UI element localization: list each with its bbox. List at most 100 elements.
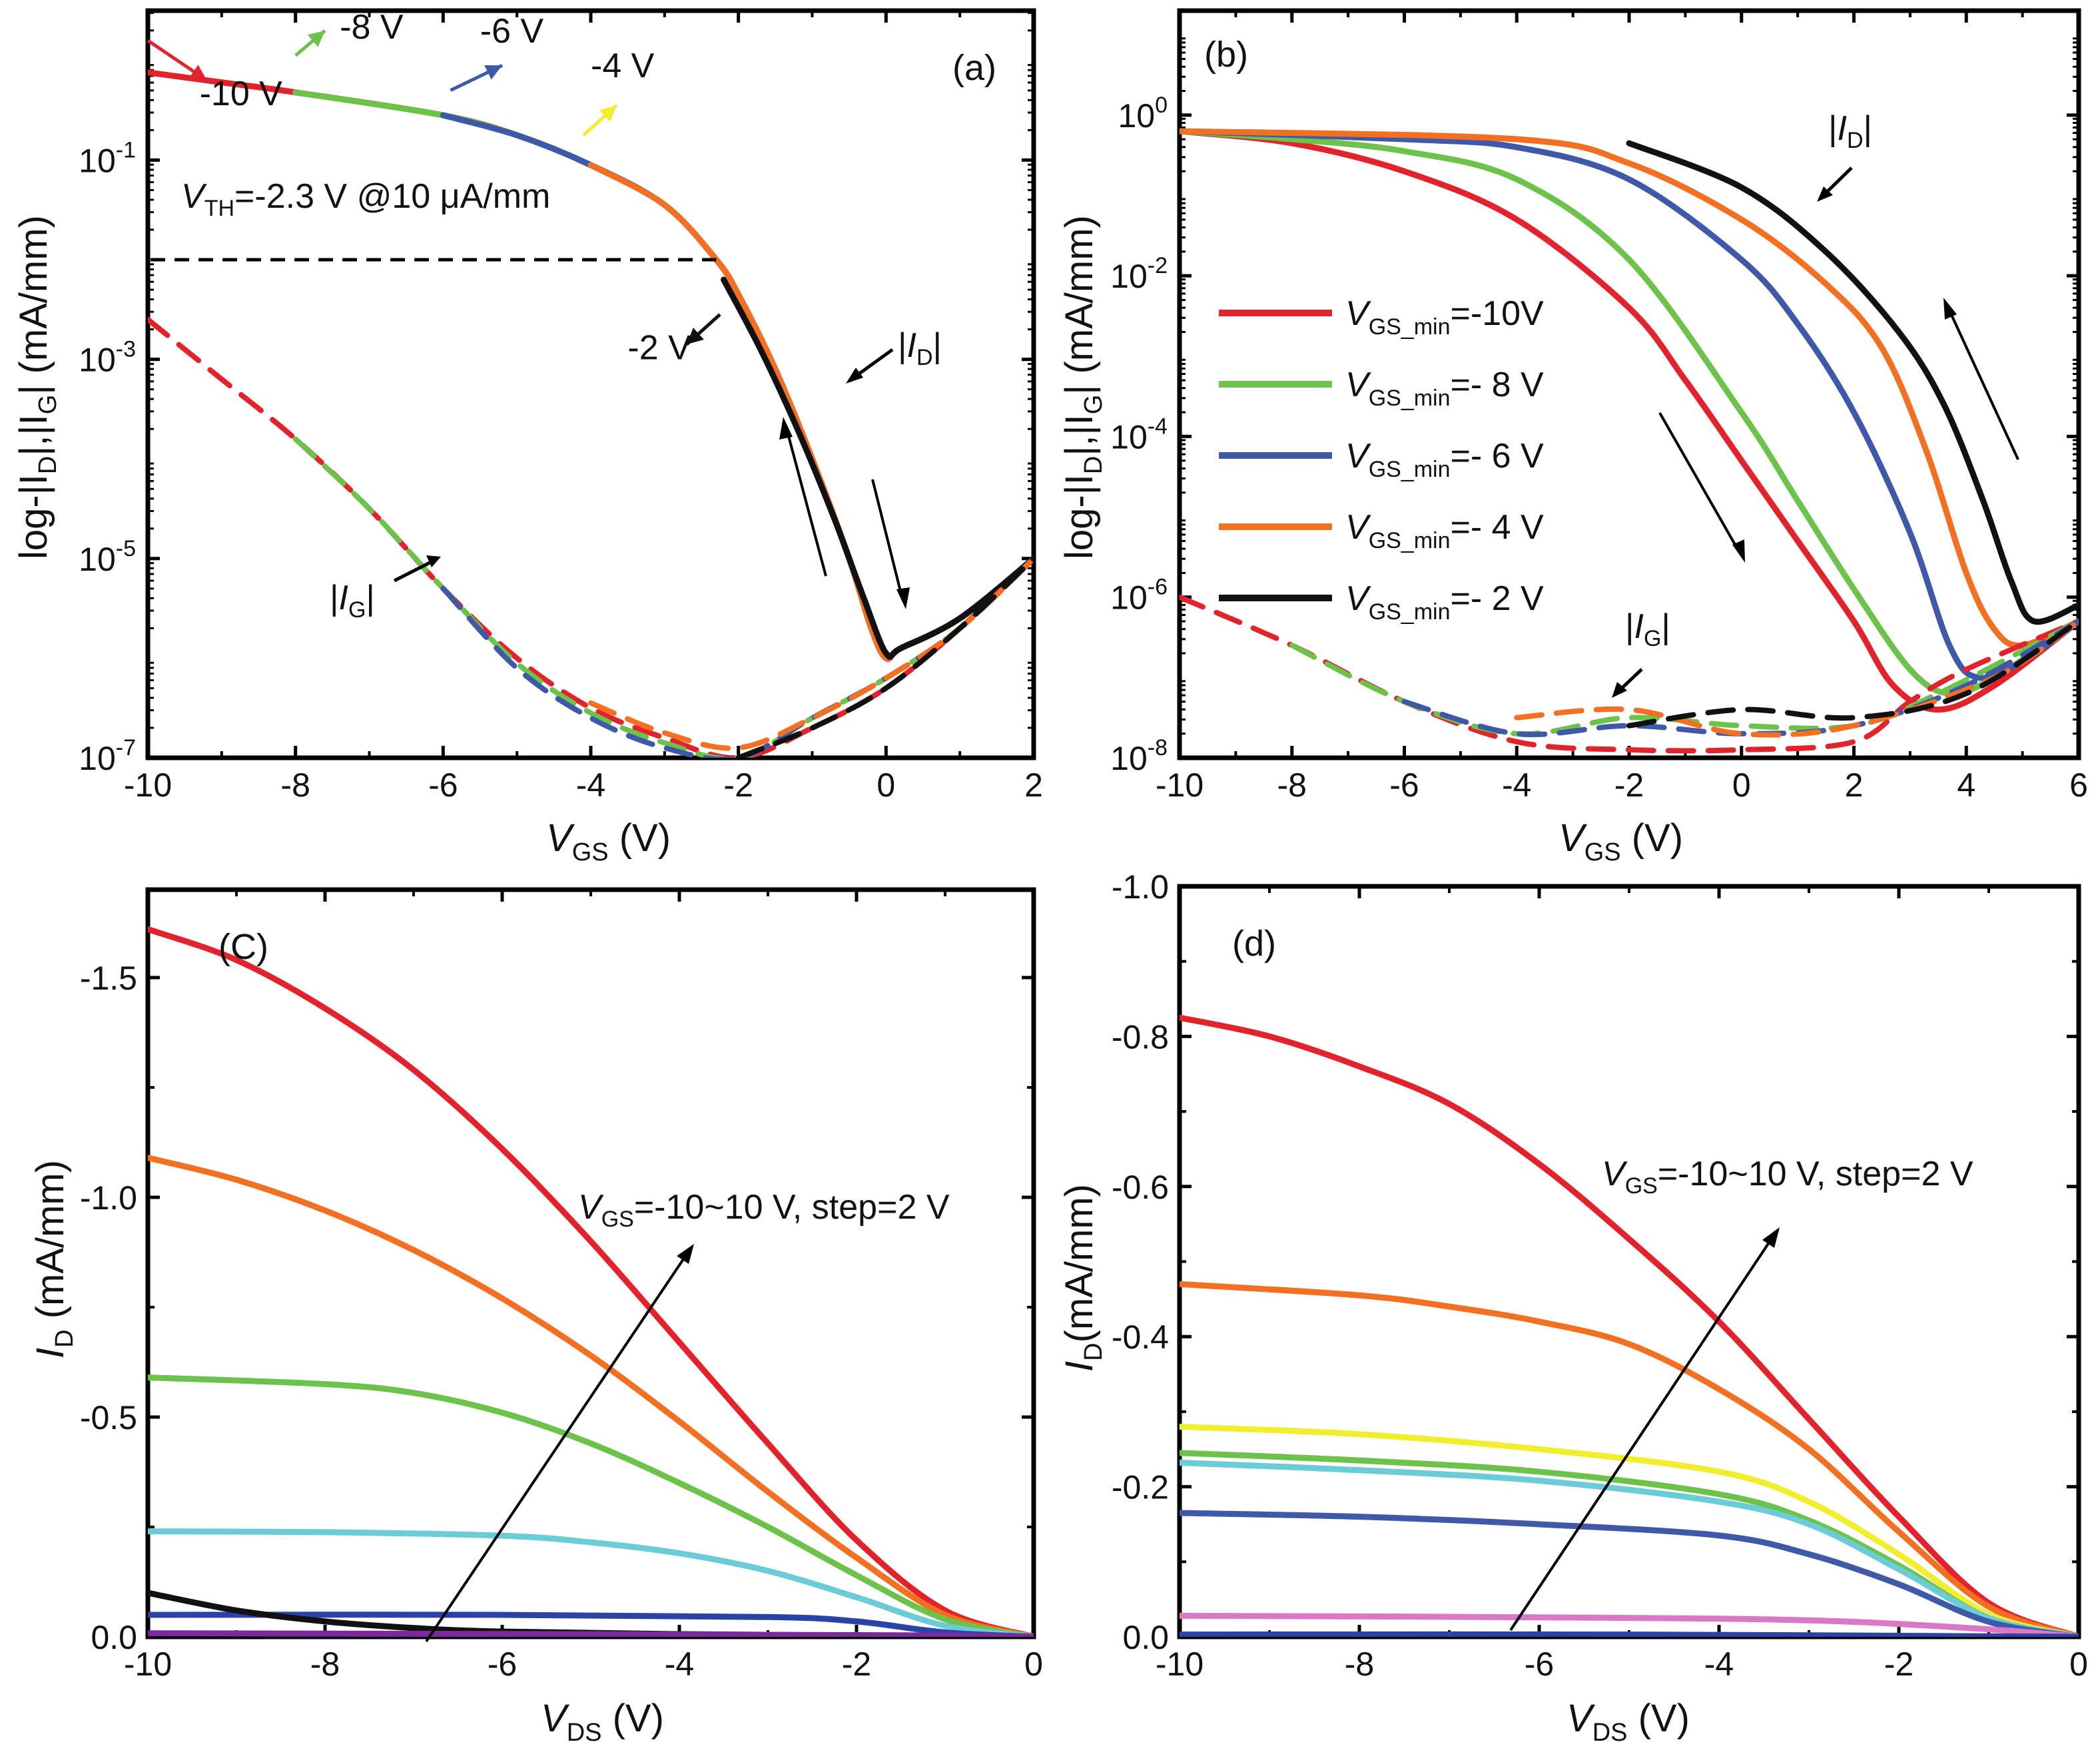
svg-text:|ID|: |ID| [1828, 109, 1872, 153]
id-arrowhead-b [1817, 186, 1833, 202]
voltage-annotation-arrowhead [189, 65, 207, 81]
panel-a: -10 -8 -6 -4 -2 0 2 10-1 10-3 10-5 10-7 (a) VTH=-2… [12, 8, 1043, 866]
series-ig-red-line [148, 316, 1034, 758]
series-yellow-line [1180, 1423, 2079, 1637]
x-tick-label: 2 [1024, 766, 1043, 804]
series-orange-line [148, 1155, 1034, 1637]
x-tick-label: -4 [1704, 1645, 1734, 1683]
svg-text:|IG|: |IG| [1625, 607, 1670, 651]
series-green-line [148, 1374, 1034, 1637]
legend-label: VGS_min=-10V [1345, 294, 1544, 340]
y-tick-label: 0.0 [91, 1619, 137, 1656]
panel-label-b: (b) [1204, 35, 1248, 75]
sweep-up-arrow-b [1947, 307, 2019, 460]
sweep-arrows-a [779, 417, 910, 609]
legend-label: VGS_min=- 4 V [1345, 508, 1544, 553]
series-id-orange-line [1180, 128, 2079, 649]
x-axis-title-a: VGS (V) [546, 816, 671, 866]
x-tick-label: -6 [1389, 766, 1419, 804]
ig-arrow-a [393, 557, 438, 583]
series-id-red-line [148, 69, 1034, 663]
series-id-blue-line [1180, 128, 2079, 681]
y-tick-label: 10-6 [1110, 575, 1168, 617]
x-tick-label: -8 [280, 766, 310, 804]
x-tick-label: -10 [124, 1645, 172, 1683]
sweep-down-arrowhead-b [1732, 539, 1745, 563]
y-tick-label: -1.0 [80, 1179, 137, 1217]
series-cyan-line [1180, 1460, 2079, 1637]
y-axis-title-a: log-|ID|,|IG| (mA/mm) [12, 215, 62, 559]
panel-d: -10 -8 -6 -4 -2 00.0-0.2-0.4-0.6-0.8-1.0 (d) … [1058, 868, 2088, 1747]
y-tick-label: 10-8 [1110, 735, 1168, 777]
y-tick-label: 100 [1118, 93, 1168, 135]
x-tick-label: -8 [310, 1645, 340, 1683]
series-group [1180, 1014, 2079, 1637]
series-id-black-line [1626, 140, 2079, 625]
series-cyan-line [148, 1528, 1034, 1637]
voltage-annotation: -4 V [591, 47, 655, 85]
sweep-arrows-b [1658, 298, 2019, 563]
y-tick-label: -0.8 [1112, 1018, 1169, 1055]
y-tick-label: 10-7 [79, 735, 136, 777]
x-tick-label: -2 [1884, 1645, 1914, 1683]
x-tick-label: 0 [2069, 1645, 2088, 1683]
y-tick-label: -1.5 [80, 960, 137, 997]
series-navy-line [1180, 1631, 2079, 1637]
threshold-label: VTH=-2.3 V @10 μA/mm [181, 177, 550, 221]
id-label-b: |ID| [1817, 109, 1872, 202]
svg-text:|ID|: |ID| [898, 326, 942, 370]
x-tick-label: -10 [1156, 1645, 1204, 1683]
series-green-line [1180, 1450, 2079, 1637]
x-tick-label: -2 [842, 1645, 871, 1683]
voltage-annotation-arrowhead [599, 105, 617, 123]
x-axis-title-b: VGS (V) [1559, 816, 1683, 866]
series-ig-blue-line [440, 555, 1034, 758]
id-arrowhead-a [846, 368, 863, 384]
x-axis-title-d: VDS (V) [1567, 1697, 1690, 1747]
vgs-arrow-d [1509, 1237, 1773, 1631]
voltage-annotation-arrowhead [307, 30, 325, 47]
x-tick-label: -4 [1502, 766, 1531, 804]
panel-b: -10 -8 -6 -4 -2 0 2 4 6 100 10-2 10-4 10-6 10-8 (b) V… [1058, 8, 2088, 866]
series-id-red-line [1180, 128, 2079, 713]
series-group [148, 69, 1034, 758]
legend-b: VGS_min=-10V VGS_min=- 8 V VGS_min=- 6 V VG… [1219, 294, 1544, 625]
sweep-up-arrowhead-a [779, 417, 793, 440]
x-tick-label: -2 [723, 766, 753, 804]
series-ig-blue-line [1401, 618, 2079, 738]
y-tick-label: -1.0 [1112, 868, 1169, 906]
sweep-up-arrowhead-b [1943, 298, 1957, 320]
series-id-green-line [1180, 128, 2079, 697]
x-tick-label: -6 [1525, 1645, 1554, 1683]
sweep-up-arrow-a [785, 426, 827, 577]
x-tick-label: 0 [1024, 1645, 1043, 1683]
voltage-annotation-arrowhead [687, 328, 704, 345]
series-id-orange-line [587, 162, 1034, 663]
series-pink-line [1180, 1612, 2079, 1637]
panel-label-a: (a) [952, 48, 996, 88]
y-tick-label: 0.0 [1122, 1619, 1169, 1656]
legend-label: VGS_min=- 2 V [1345, 579, 1544, 625]
x-tick-label: 0 [1732, 766, 1751, 804]
series-ig-green-line [292, 436, 1034, 758]
voltage-annotation: -6 V [480, 12, 544, 51]
y-axis-title-d: ID(mA/mm) [1058, 1184, 1108, 1372]
y-tick-label: -0.4 [1112, 1319, 1169, 1356]
voltage-annotation: -2 V [627, 329, 691, 368]
y-axis-title-b: log-|ID|,|IG| (mA/mm) [1058, 215, 1108, 559]
legend-label: VGS_min=- 8 V [1345, 366, 1544, 411]
y-tick-label: 10-1 [79, 137, 136, 179]
panel-label-d: (d) [1232, 924, 1276, 964]
series-id-black-line [721, 276, 1034, 660]
ig-label-b: |IG| [1612, 607, 1670, 698]
series-group [148, 926, 1034, 1637]
vgs-arrow-c [425, 1254, 687, 1643]
plot-frame-d [1177, 884, 2081, 1639]
x-tick-label: -8 [1345, 1645, 1374, 1683]
y-tick-label: 10-4 [1110, 414, 1168, 455]
x-tick-label: -6 [428, 766, 458, 804]
x-tick-label: -10 [124, 766, 172, 804]
sweep-down-arrowhead-a [896, 587, 910, 609]
y-tick-label: 10-3 [79, 337, 136, 379]
y-tick-label: -0.2 [1112, 1469, 1169, 1506]
